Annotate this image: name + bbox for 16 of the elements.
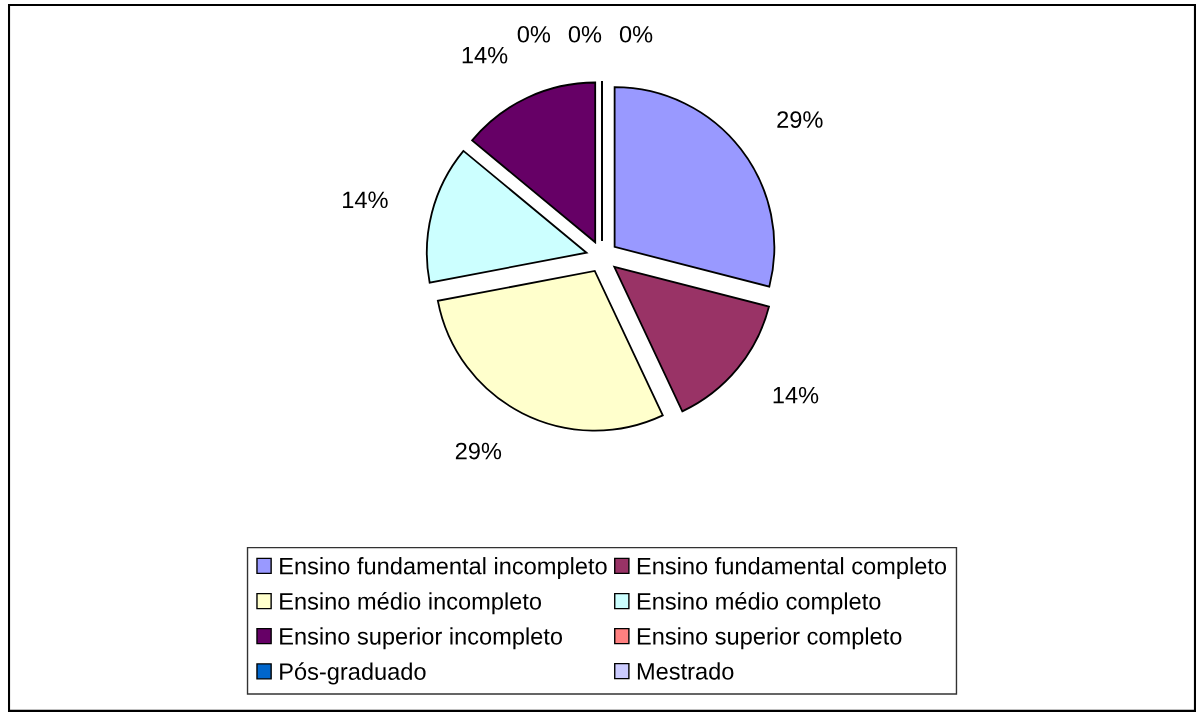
data-label: 29% xyxy=(777,111,823,128)
legend-label: Ensino médio incompleto xyxy=(280,592,542,615)
text: 0% xyxy=(568,25,602,43)
text: 0% xyxy=(517,25,551,43)
legend-label: Ensino superior incompleto xyxy=(280,627,563,650)
data-label: 29% xyxy=(455,442,502,460)
data-label: 14% xyxy=(773,386,819,404)
legend-label: Mestrado xyxy=(637,662,734,680)
legend-label: Ensino superior completo xyxy=(637,627,902,650)
legend-label: Ensino fundamental completo xyxy=(637,557,947,580)
legend-label: Ensino médio completo xyxy=(637,592,881,615)
legend-label: Pós-graduado xyxy=(280,662,426,685)
text: 0% xyxy=(619,25,653,43)
legend-label: Ensino fundamental incompleto xyxy=(280,557,607,580)
data-label: 14% xyxy=(343,191,388,209)
data-label: 14% xyxy=(462,46,508,64)
